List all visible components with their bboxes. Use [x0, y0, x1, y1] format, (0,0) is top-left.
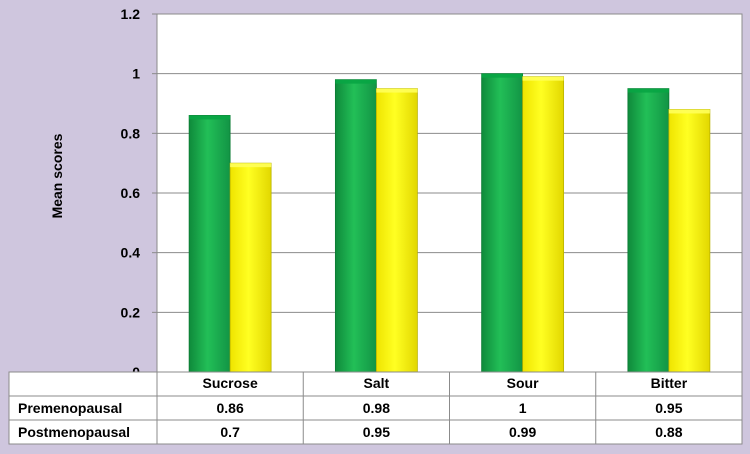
bar-top-salt-postmenopausal — [376, 88, 418, 93]
data-table-background — [8, 371, 743, 445]
category-label-salt: Salt — [364, 375, 390, 391]
y-tick-label-1: 0.2 — [121, 304, 141, 320]
bar-top-bitter-postmenopausal — [668, 109, 710, 114]
data-label-postmenopausal-bitter: 0.88 — [655, 424, 682, 440]
bar-sucrose-premenopausal — [188, 115, 231, 373]
bar-salt-premenopausal — [334, 79, 377, 373]
bar-top-salt-premenopausal — [335, 79, 377, 84]
data-label-postmenopausal-sucrose: 0.7 — [220, 424, 240, 440]
y-tick-label-6: 1.2 — [121, 6, 141, 22]
bar-sour-premenopausal — [481, 73, 524, 373]
y-tick-label-4: 0.8 — [121, 125, 141, 141]
data-label-premenopausal-sucrose: 0.86 — [217, 400, 244, 416]
bar-sour-postmenopausal — [522, 76, 565, 373]
y-axis: 00.20.40.60.811.2 — [121, 6, 158, 380]
bar-bitter-postmenopausal — [668, 109, 711, 373]
data-label-premenopausal-sour: 1 — [519, 400, 527, 416]
bars — [188, 73, 711, 373]
category-label-sucrose: Sucrose — [203, 375, 258, 391]
data-label-postmenopausal-sour: 0.99 — [509, 424, 536, 440]
y-tick-label-3: 0.6 — [121, 185, 141, 201]
category-label-bitter: Bitter — [651, 375, 688, 391]
bar-top-sour-premenopausal — [481, 73, 523, 78]
data-label-premenopausal-bitter: 0.95 — [655, 400, 682, 416]
data-label-postmenopausal-salt: 0.95 — [363, 424, 390, 440]
y-axis-title: Mean scores — [49, 133, 65, 218]
bar-top-sour-postmenopausal — [522, 76, 564, 81]
data-label-premenopausal-salt: 0.98 — [363, 400, 390, 416]
bar-sucrose-postmenopausal — [229, 162, 272, 373]
y-tick-label-2: 0.4 — [121, 245, 141, 261]
series-label-premenopausal: Premenopausal — [18, 400, 122, 416]
bar-top-bitter-premenopausal — [627, 88, 669, 93]
bar-bitter-premenopausal — [627, 88, 670, 373]
bar-salt-postmenopausal — [375, 88, 418, 373]
y-tick-label-5: 1 — [132, 66, 140, 82]
bar-top-sucrose-premenopausal — [189, 115, 231, 120]
category-label-sour: Sour — [507, 375, 539, 391]
series-label-postmenopausal: Postmenopausal — [18, 424, 130, 440]
data-table: Sucrose Salt Sour Bitter Premenopausal 0.86 0.… — [8, 371, 743, 445]
bar-top-sucrose-postmenopausal — [230, 163, 272, 168]
